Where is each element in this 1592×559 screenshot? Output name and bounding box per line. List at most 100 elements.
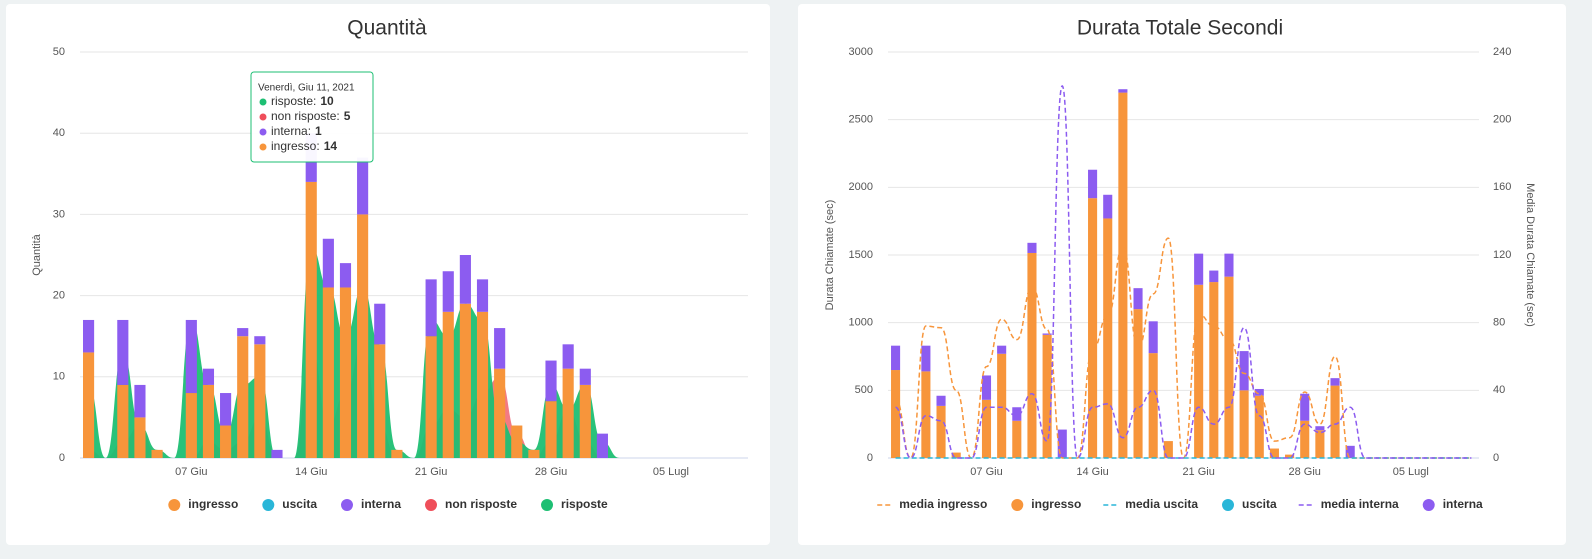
bar — [562, 368, 574, 458]
bar — [459, 255, 471, 304]
bar — [220, 425, 232, 458]
legend-item: non risposte — [425, 497, 517, 511]
tooltip-name: risposte: — [271, 94, 316, 108]
legend-marker — [1422, 499, 1435, 511]
x-tick-label: 21 Giu — [1182, 466, 1214, 478]
legend-item: risposte — [541, 497, 608, 511]
tooltip-dot — [259, 143, 267, 151]
y2-tick-label: 200 — [1493, 114, 1511, 126]
bar — [254, 336, 266, 345]
bar — [1315, 430, 1325, 458]
bar — [425, 336, 437, 458]
legend-item: ingresso — [168, 497, 238, 511]
bar — [254, 344, 266, 458]
y-tick-label: 50 — [53, 46, 65, 58]
bar — [442, 271, 454, 312]
bar — [374, 344, 386, 458]
bar — [1224, 276, 1234, 458]
bar — [425, 279, 437, 337]
bar — [1012, 407, 1022, 421]
y2-tick-label: 120 — [1493, 249, 1511, 261]
bar — [134, 384, 146, 418]
bar — [1330, 385, 1340, 458]
bar — [1118, 92, 1128, 458]
tooltip-value: 1 — [315, 124, 322, 138]
x-tick-label: 05 Lugl — [1393, 466, 1429, 478]
tooltip-name: non risposte: — [271, 109, 340, 123]
bar — [545, 401, 557, 458]
y2-tick-label: 40 — [1493, 384, 1505, 396]
chart-title: Quantità — [347, 17, 427, 40]
legend-label: ingresso — [1031, 497, 1081, 511]
y-tick-label: 20 — [53, 290, 65, 302]
bar — [1300, 420, 1310, 458]
legend: ingresso uscita interna non risposte rispost… — [168, 497, 608, 511]
tooltip-value: 10 — [320, 94, 334, 108]
x-tick-label: 14 Giu — [1076, 466, 1108, 478]
y-axis-label: Durata Chiamate (sec) — [824, 200, 836, 311]
bar — [936, 405, 946, 458]
bar — [237, 328, 249, 337]
bar — [494, 368, 506, 458]
legend-label: interna — [361, 497, 401, 511]
tooltip-name: ingresso: — [271, 139, 320, 153]
bar — [271, 449, 283, 458]
legend-marker — [1011, 499, 1024, 511]
line — [894, 85, 1472, 459]
legend-marker — [168, 499, 181, 511]
x-tick-label: 21 Giu — [415, 466, 447, 478]
bar — [951, 452, 961, 458]
x-tick-label: 05 Lugl — [653, 466, 689, 478]
bar — [1133, 309, 1143, 458]
x-tick-label: 28 Giu — [1289, 466, 1321, 478]
area — [88, 246, 740, 458]
bar — [374, 303, 386, 345]
bar — [1239, 351, 1249, 391]
bar — [1103, 218, 1113, 458]
bar — [997, 353, 1007, 458]
bar — [921, 371, 931, 458]
bar — [185, 393, 197, 458]
bar — [339, 287, 352, 458]
y2-tick-label: 160 — [1493, 181, 1511, 193]
bar — [1027, 242, 1037, 253]
legend-marker — [541, 499, 554, 511]
y-tick-label: 0 — [867, 452, 873, 464]
bar — [1042, 334, 1052, 458]
tooltip-title: Venerdì, Giu 11, 2021 — [258, 83, 355, 94]
legend-item: interna — [340, 497, 401, 511]
legend-label: uscita — [282, 497, 317, 511]
bar — [476, 279, 489, 312]
legend-item: media ingresso — [877, 497, 987, 511]
bar — [185, 319, 197, 394]
bar — [1163, 441, 1173, 458]
bar — [357, 157, 369, 215]
y-tick-label: 3000 — [849, 46, 873, 58]
bar — [1148, 321, 1158, 354]
legend-label: media ingresso — [899, 497, 987, 511]
bar — [562, 344, 574, 369]
bar — [1012, 420, 1022, 458]
x-tick-label: 28 Giu — [535, 466, 567, 478]
bar — [117, 384, 129, 458]
legend-marker — [1222, 499, 1235, 511]
bar — [82, 319, 95, 353]
bar — [1254, 395, 1264, 458]
y2-axis-label: Media Durata Chiamate (sec) — [1524, 183, 1536, 327]
bar — [891, 370, 901, 458]
y2-tick-label: 80 — [1493, 317, 1505, 329]
legend-marker — [425, 499, 438, 511]
bar — [322, 287, 334, 458]
bar — [1103, 194, 1113, 219]
bar — [891, 345, 901, 371]
bar — [1269, 448, 1279, 458]
bar — [1194, 253, 1204, 285]
bar — [1088, 198, 1098, 458]
bar — [1300, 393, 1310, 421]
y2-tick-label: 0 — [1493, 452, 1499, 464]
bar — [1345, 445, 1355, 458]
bar — [357, 214, 369, 458]
legend-label: interna — [1443, 497, 1483, 511]
legend-item: ingresso — [1011, 497, 1081, 511]
bar — [921, 345, 931, 372]
